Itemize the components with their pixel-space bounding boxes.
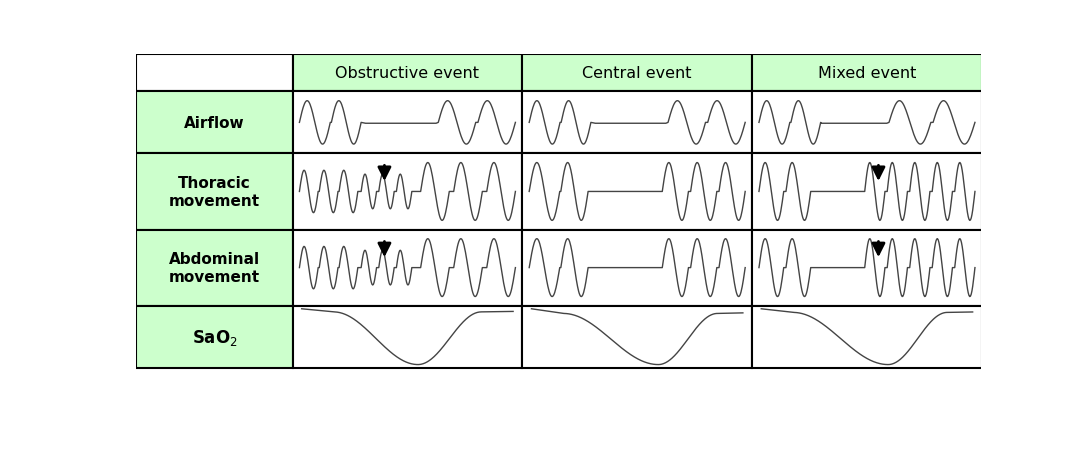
FancyBboxPatch shape: [752, 92, 982, 154]
FancyBboxPatch shape: [292, 306, 522, 368]
FancyBboxPatch shape: [292, 154, 522, 230]
Text: SaO$_2$: SaO$_2$: [192, 327, 238, 347]
FancyBboxPatch shape: [752, 55, 982, 92]
FancyBboxPatch shape: [522, 230, 752, 306]
FancyBboxPatch shape: [136, 92, 292, 154]
FancyBboxPatch shape: [136, 306, 292, 368]
Text: Airflow: Airflow: [184, 116, 244, 131]
FancyBboxPatch shape: [136, 154, 292, 230]
FancyBboxPatch shape: [136, 230, 292, 306]
Text: Mixed event: Mixed event: [818, 66, 917, 81]
Text: Thoracic
movement: Thoracic movement: [169, 176, 259, 208]
Text: Abdominal
movement: Abdominal movement: [169, 252, 259, 284]
Text: Central event: Central event: [582, 66, 692, 81]
FancyBboxPatch shape: [292, 55, 522, 92]
Text: Obstructive event: Obstructive event: [336, 66, 480, 81]
FancyBboxPatch shape: [522, 306, 752, 368]
FancyBboxPatch shape: [522, 154, 752, 230]
FancyBboxPatch shape: [752, 230, 982, 306]
FancyBboxPatch shape: [136, 55, 292, 92]
FancyBboxPatch shape: [752, 306, 982, 368]
FancyBboxPatch shape: [292, 230, 522, 306]
FancyBboxPatch shape: [522, 92, 752, 154]
FancyBboxPatch shape: [522, 55, 752, 92]
FancyBboxPatch shape: [292, 92, 522, 154]
FancyBboxPatch shape: [752, 154, 982, 230]
